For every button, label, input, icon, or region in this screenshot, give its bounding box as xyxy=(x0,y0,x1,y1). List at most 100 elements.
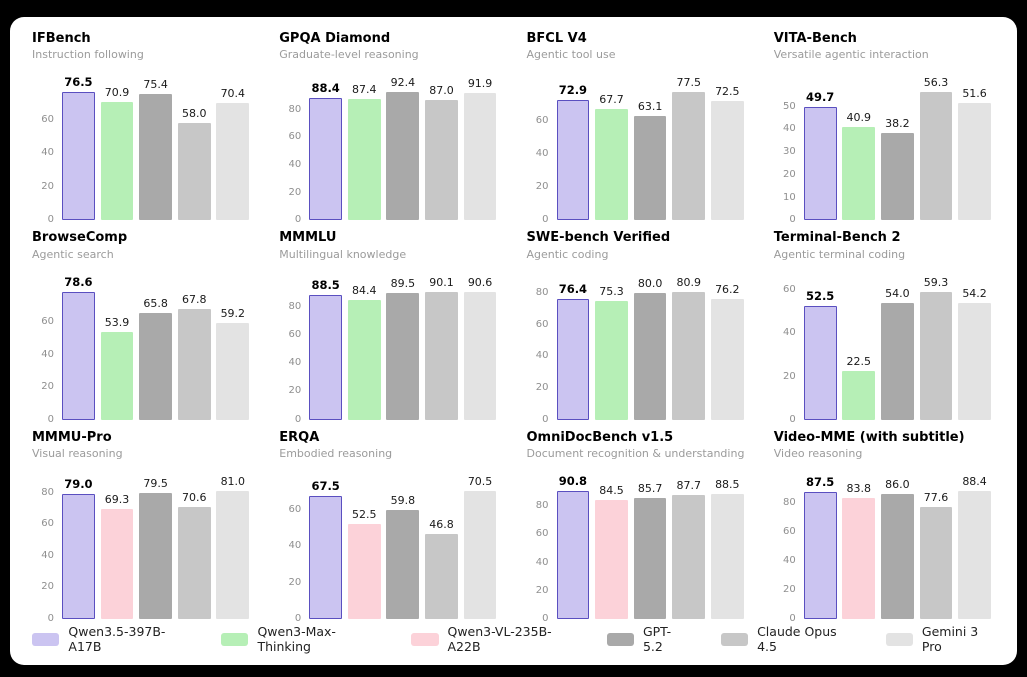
bar-value-label: 79.0 xyxy=(64,477,93,492)
legend-swatch-icon xyxy=(411,632,439,646)
y-tick-label: 40 xyxy=(535,148,549,160)
bar xyxy=(139,312,172,420)
bar xyxy=(347,300,381,420)
bar-value-label: 90.1 xyxy=(429,276,454,290)
y-tick-label: 40 xyxy=(783,327,796,339)
bar xyxy=(633,498,667,619)
bar-value-label: 78.6 xyxy=(64,274,93,289)
y-tick-label: 60 xyxy=(535,115,549,127)
y-tick-label: 0 xyxy=(47,413,54,425)
bar xyxy=(62,291,95,420)
bar xyxy=(216,490,250,619)
y-tick-label: 0 xyxy=(789,214,796,226)
bar-value-label: 89.5 xyxy=(390,277,416,291)
y-tick-label: 60 xyxy=(288,328,302,340)
bar-group-qwen3-5-397b-a17b: 49.7 xyxy=(803,69,837,221)
y-tick-label: 0 xyxy=(789,612,796,624)
bar-group-gpt-5-2: 54.0 xyxy=(880,268,914,420)
bar xyxy=(880,303,914,420)
chart-title: SWE-bench Verified xyxy=(526,230,671,246)
legend-label: Qwen3-Max-Thinking xyxy=(257,624,336,654)
y-tick-label: 10 xyxy=(783,191,796,203)
bar-value-label: 88.5 xyxy=(311,277,340,292)
bar-value-label: 76.5 xyxy=(64,75,93,90)
bar xyxy=(919,92,953,221)
legend-label: Claude Opus 4.5 xyxy=(757,624,837,654)
y-tick-label: 0 xyxy=(47,214,54,226)
bar-value-label: 83.8 xyxy=(846,481,871,495)
bar-value-label: 59.8 xyxy=(390,494,416,508)
bar xyxy=(463,291,497,420)
chart-subtitle: Graduate-level reasoning xyxy=(279,48,419,62)
bar-group-qwen3-5-397b-a17b: 79.0 xyxy=(62,467,95,619)
y-axis-ticks: 0 20 40 60 80 xyxy=(32,467,56,623)
bar xyxy=(177,507,211,619)
chart-title: MMMLU xyxy=(279,230,337,246)
bars-area: 79.0 69.3 79.5 70.6 81.0 xyxy=(62,467,250,619)
bars-area: 49.7 40.9 38.2 56.3 51.6 xyxy=(803,69,991,221)
benchmark-chart: MMMLU Multilingual knowledge 0 20 40 60 80 8… xyxy=(279,230,500,424)
y-tick-label: 20 xyxy=(783,370,796,382)
bar-value-label: 70.6 xyxy=(181,491,207,505)
benchmark-chart: OmniDocBench v1.5 Document recognition &… xyxy=(527,430,748,624)
bar-value-label: 70.9 xyxy=(104,85,130,99)
chart-title: Video-MME (with subtitle) xyxy=(773,429,965,445)
y-tick-label: 80 xyxy=(783,497,796,509)
bar-group-gemini-3-pro: 59.2 xyxy=(216,268,250,420)
bar xyxy=(842,371,876,420)
bar xyxy=(386,293,420,420)
bar xyxy=(62,494,95,619)
chart-plot: 0 20 40 60 52.5 22.5 54.0 59.3 54.2 xyxy=(774,268,995,424)
bar-value-label: 67.7 xyxy=(599,92,624,106)
bar-value-label: 91.9 xyxy=(467,77,493,91)
bar xyxy=(62,92,95,221)
chart-subtitle: Embodied reasoning xyxy=(279,446,393,460)
bar xyxy=(710,299,744,420)
bar-group-gpt-5-2: 80.0 xyxy=(633,268,667,420)
chart-title: ERQA xyxy=(279,429,320,445)
bar-group-claude-opus-4-5: 56.3 xyxy=(919,69,953,221)
bar xyxy=(633,293,667,420)
bar-value-label: 22.5 xyxy=(846,355,871,369)
legend-item-gpt-5-2: GPT-5.2 xyxy=(606,624,687,654)
legend-item-qwen3-max-thinking: Qwen3-Max-Thinking xyxy=(221,624,377,654)
bar-value-label: 49.7 xyxy=(805,90,835,105)
bar xyxy=(672,291,706,420)
bar-group-qwen3-max-thinking: 22.5 xyxy=(842,268,876,420)
chart-subtitle: Instruction following xyxy=(32,48,144,62)
benchmark-chart: BrowseComp Agentic search 0 20 40 60 78.6 53… xyxy=(32,230,253,424)
y-axis-ticks: 0 20 40 60 80 xyxy=(279,268,303,424)
bar-value-label: 54.2 xyxy=(962,286,987,300)
bar-value-label: 72.5 xyxy=(715,84,740,98)
y-axis-ticks: 0 20 40 60 xyxy=(527,69,551,225)
bar-group-qwen3-5-397b-a17b: 88.5 xyxy=(309,268,343,420)
bar xyxy=(919,506,953,619)
bar-group-gpt-5-2: 59.8 xyxy=(386,467,420,619)
bar-group-gemini-3-pro: 81.0 xyxy=(216,467,250,619)
bar xyxy=(803,492,837,619)
bar-value-label: 75.3 xyxy=(599,284,624,298)
bar-value-label: 51.6 xyxy=(962,87,987,101)
y-tick-label: 0 xyxy=(294,612,302,624)
bars-area: 72.9 67.7 63.1 77.5 72.5 xyxy=(556,69,744,221)
bar-group-gpt-5-2: 85.7 xyxy=(633,467,667,619)
bar xyxy=(216,102,250,221)
y-tick-label: 20 xyxy=(288,385,302,397)
y-tick-label: 20 xyxy=(41,381,54,393)
y-tick-label: 60 xyxy=(41,113,54,125)
y-tick-label: 0 xyxy=(542,214,549,226)
chart-subtitle: Agentic tool use xyxy=(526,48,616,62)
bar-group-qwen3-5-397b-a17b: 67.5 xyxy=(309,467,343,619)
bar xyxy=(386,92,420,221)
bar xyxy=(803,306,837,420)
chart-title: BFCL V4 xyxy=(526,31,587,46)
bars-area: 87.5 83.8 86.0 77.6 88.4 xyxy=(803,467,991,619)
bar-value-label: 87.5 xyxy=(805,475,835,490)
y-tick-label: 0 xyxy=(789,413,796,425)
bar xyxy=(958,302,991,420)
legend-swatch-icon xyxy=(32,632,60,646)
bar xyxy=(177,309,211,420)
y-tick-label: 20 xyxy=(288,186,302,198)
benchmark-chart: VITA-Bench Versatile agentic interaction… xyxy=(774,31,995,225)
bar-value-label: 88.4 xyxy=(962,474,987,488)
